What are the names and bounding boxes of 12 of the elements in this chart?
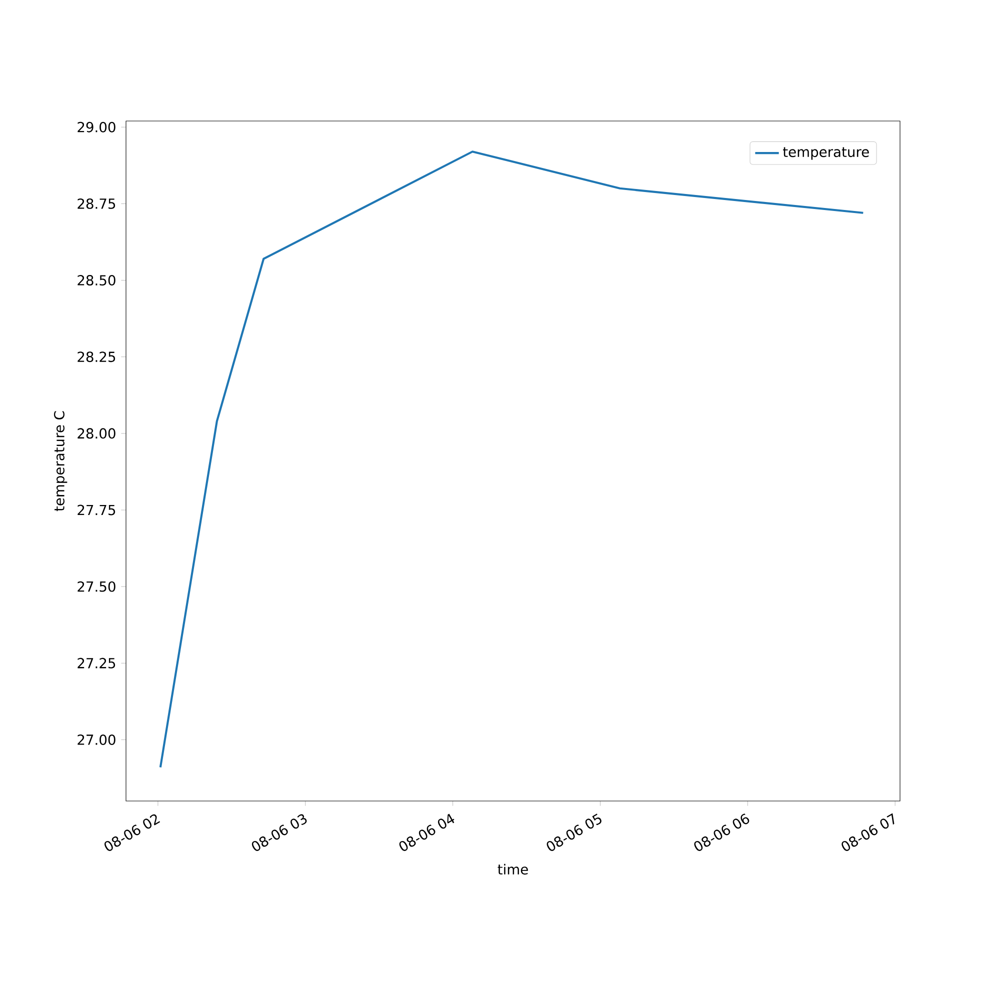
y-axis-title: temperature C — [54, 411, 68, 512]
y-tick-label: 27.00 — [78, 734, 116, 745]
y-tick-label: 29.00 — [78, 122, 116, 132]
y-tick-label: 28.25 — [78, 352, 116, 362]
y-tick-label: 27.25 — [78, 658, 116, 668]
y-tick-label: 27.75 — [78, 504, 116, 516]
y-tick-label: 28.50 — [78, 275, 116, 286]
x-axis-title: time — [498, 864, 528, 875]
legend-label: temperature — [783, 147, 869, 160]
y-tick-label: 28.75 — [78, 198, 116, 209]
y-tick-label: 27.50 — [78, 581, 116, 592]
y-tick-label: 28.00 — [78, 428, 116, 439]
